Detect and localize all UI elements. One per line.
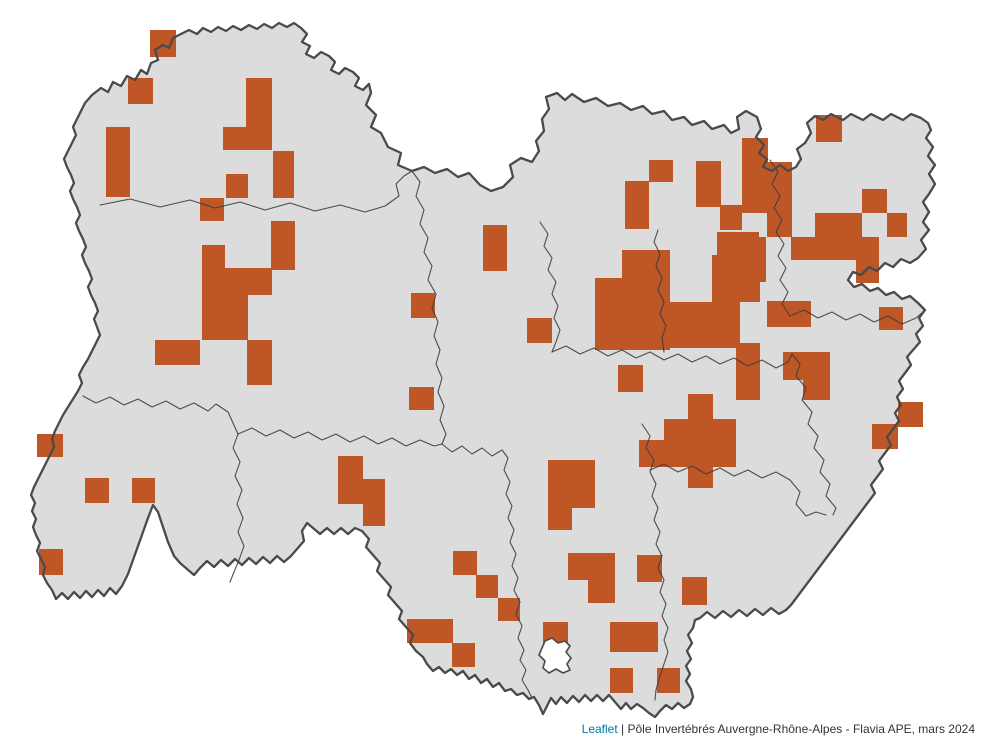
grid-cell[interactable] bbox=[815, 213, 862, 237]
grid-cell[interactable] bbox=[720, 205, 742, 230]
grid-cell[interactable] bbox=[411, 293, 435, 318]
grid-cell[interactable] bbox=[856, 260, 879, 283]
department-boundary bbox=[551, 345, 793, 369]
grid-cell[interactable] bbox=[150, 30, 176, 57]
grid-cell[interactable] bbox=[815, 237, 879, 260]
grid-cell[interactable] bbox=[409, 387, 434, 410]
grid-cell[interactable] bbox=[527, 318, 552, 343]
region-outline bbox=[29, 21, 937, 719]
department-boundary bbox=[82, 395, 239, 435]
grid-cell[interactable] bbox=[791, 237, 815, 260]
grid-cell[interactable] bbox=[106, 127, 130, 197]
grid-cell[interactable] bbox=[271, 221, 295, 270]
department-boundary bbox=[641, 423, 669, 701]
grid-cell[interactable] bbox=[128, 78, 153, 104]
grid-cell[interactable] bbox=[664, 419, 736, 467]
grid-cell[interactable] bbox=[363, 479, 385, 526]
grid-cell[interactable] bbox=[649, 160, 673, 182]
grid-cell[interactable] bbox=[639, 440, 664, 467]
grid-cell[interactable] bbox=[618, 365, 643, 392]
grid-cell[interactable] bbox=[688, 467, 713, 488]
grid-cell[interactable] bbox=[407, 619, 453, 643]
grid-cell[interactable] bbox=[862, 189, 887, 213]
grid-cell[interactable] bbox=[498, 598, 520, 621]
grid-cell[interactable] bbox=[670, 302, 740, 348]
grid-cell[interactable] bbox=[625, 181, 649, 229]
attribution-credit: Pôle Invertébrés Auvergne-Rhône-Alpes - … bbox=[627, 722, 975, 736]
grid-cell[interactable] bbox=[898, 402, 923, 427]
grid-cell[interactable] bbox=[453, 551, 477, 575]
grid-cell[interactable] bbox=[742, 138, 768, 213]
grid-cell[interactable] bbox=[247, 340, 272, 385]
grid-cell[interactable] bbox=[548, 508, 572, 530]
grid-cell[interactable] bbox=[483, 225, 507, 271]
grid-cell[interactable] bbox=[803, 380, 830, 400]
department-boundary bbox=[539, 221, 561, 353]
grid-cell[interactable] bbox=[202, 268, 248, 340]
grid-cell[interactable] bbox=[476, 575, 498, 598]
department-boundary bbox=[653, 229, 667, 353]
grid-cell[interactable] bbox=[657, 668, 680, 693]
grid-cell[interactable] bbox=[85, 478, 109, 503]
grid-cell[interactable] bbox=[588, 580, 615, 603]
grid-cell[interactable] bbox=[783, 352, 830, 380]
grid-cell[interactable] bbox=[736, 343, 760, 400]
department-boundary bbox=[769, 159, 791, 317]
grid-cell[interactable] bbox=[273, 151, 294, 198]
department-boundary bbox=[789, 309, 925, 325]
department-boundary bbox=[791, 353, 837, 516]
grid-cell[interactable] bbox=[155, 340, 200, 365]
grid-cell[interactable] bbox=[200, 198, 224, 221]
grid-cell[interactable] bbox=[610, 622, 658, 652]
department-boundary bbox=[411, 170, 447, 445]
grid-cell[interactable] bbox=[548, 460, 595, 508]
grid-cell[interactable] bbox=[452, 643, 475, 667]
grid-cell[interactable] bbox=[887, 213, 907, 237]
grid-cell[interactable] bbox=[223, 127, 246, 150]
grid-cell[interactable] bbox=[226, 174, 248, 198]
grid-cell[interactable] bbox=[879, 307, 903, 330]
grid-cell[interactable] bbox=[688, 394, 713, 419]
grid-cell[interactable] bbox=[202, 245, 225, 268]
leaflet-attribution-link[interactable]: Leaflet bbox=[581, 722, 618, 736]
grid-cell[interactable] bbox=[622, 250, 670, 278]
grid-cell[interactable] bbox=[132, 478, 155, 503]
lake-hole bbox=[538, 637, 572, 674]
department-boundary bbox=[237, 427, 443, 447]
grid-cell[interactable] bbox=[568, 553, 615, 580]
department-boundary bbox=[649, 463, 827, 517]
grid-cell[interactable] bbox=[338, 456, 363, 504]
attribution-bar: Leaflet | Pôle Invertébrés Auvergne-Rhôn… bbox=[579, 721, 977, 738]
department-boundary bbox=[99, 170, 413, 213]
department-boundary bbox=[441, 443, 533, 699]
grid-cell[interactable] bbox=[248, 268, 272, 295]
attribution-separator: | bbox=[617, 722, 628, 736]
grid-cell[interactable] bbox=[682, 577, 707, 605]
grid-cell[interactable] bbox=[696, 161, 721, 207]
grid-cell[interactable] bbox=[742, 237, 766, 282]
grid-cell[interactable] bbox=[37, 434, 63, 457]
grid-cell[interactable] bbox=[246, 78, 272, 150]
grid-cell[interactable] bbox=[610, 668, 633, 693]
